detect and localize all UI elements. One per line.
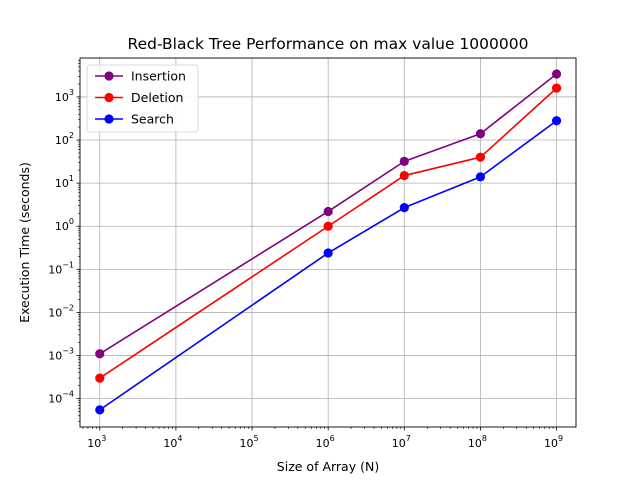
legend-deletion-label: Deletion: [131, 90, 183, 105]
search-point: [323, 248, 333, 258]
insertion-point: [95, 349, 105, 359]
insertion-point: [323, 206, 333, 217]
legend-insertion-marker: [104, 71, 114, 81]
y-tick-label: 10−4: [48, 390, 74, 406]
legend-search-label: Search: [131, 112, 174, 127]
insertion-point: [551, 69, 562, 79]
search-point: [551, 116, 562, 126]
deletion-point: [551, 83, 562, 93]
x-tick-label: 107: [392, 434, 411, 450]
deletion-point: [323, 221, 333, 231]
y-tick-label: 102: [55, 131, 74, 147]
y-tick-label: 103: [55, 88, 74, 104]
y-tick-label: 100: [55, 217, 74, 233]
deletion-point: [95, 373, 105, 383]
legend: Insertion Deletion Search: [86, 64, 199, 133]
insertion-point: [399, 156, 409, 166]
x-tick-label: 109: [544, 434, 563, 450]
series-lines: [95, 69, 562, 415]
y-axis-label: Execution Time (seconds): [17, 162, 32, 323]
x-tick-label: 108: [468, 434, 487, 450]
x-tick-label: 105: [239, 434, 258, 450]
legend-deletion-marker: [104, 92, 114, 103]
insertion-point: [475, 129, 486, 139]
y-tick-label: 101: [55, 174, 74, 190]
x-tick-label: 106: [316, 434, 335, 450]
axis-ticks: 103 104 105 106 107 108 109 10−4 10−3 10−2 10−1 100…: [48, 60, 563, 450]
legend-search-marker: [104, 114, 114, 124]
x-tick-label: 103: [87, 434, 106, 450]
search-point: [399, 203, 409, 213]
x-axis-label: Size of Array (N): [277, 459, 379, 474]
chart-title: Red-Black Tree Performance on max value …: [128, 35, 529, 53]
y-tick-label: 10−1: [48, 260, 74, 276]
grid: [80, 58, 576, 427]
deletion-point: [475, 152, 486, 162]
x-tick-label: 104: [163, 434, 182, 450]
deletion-point: [399, 170, 409, 181]
legend-insertion-label: Insertion: [131, 69, 186, 84]
y-tick-label: 10−3: [48, 347, 74, 363]
legend-frame: [86, 64, 199, 133]
search-point: [95, 405, 105, 415]
search-point: [475, 172, 486, 182]
y-tick-label: 10−2: [48, 303, 74, 319]
